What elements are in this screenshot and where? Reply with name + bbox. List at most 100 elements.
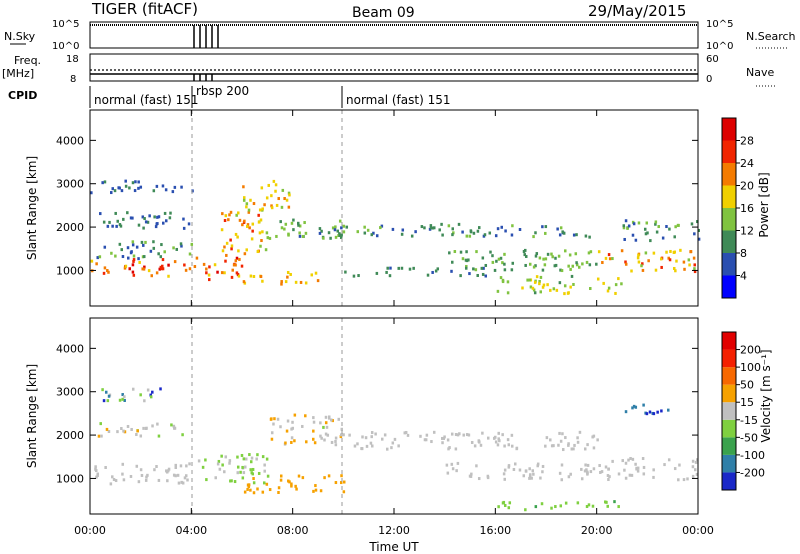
range-gate-cell <box>252 202 256 206</box>
range-gate-cell <box>562 231 566 235</box>
range-gate-cell <box>140 473 144 477</box>
range-gate-cell <box>596 438 599 442</box>
range-gate-cell <box>130 427 133 431</box>
colorbar-tick: -100 <box>740 449 765 462</box>
range-gate-cell <box>649 239 652 243</box>
range-gate-cell <box>585 470 589 474</box>
range-gate-cell <box>334 481 338 485</box>
velocity-colorbar-label: Velocity [m s⁻¹] <box>759 349 773 442</box>
range-gate-cell <box>258 231 262 235</box>
range-gate-cell <box>218 467 222 471</box>
range-gate-cell <box>585 468 588 472</box>
range-gate-cell <box>338 219 342 223</box>
range-gate-cell <box>333 228 337 232</box>
range-gate-cell <box>390 446 393 450</box>
range-gate-cell <box>223 219 227 223</box>
range-gate-cell <box>667 458 671 462</box>
range-gate-cell <box>119 224 123 228</box>
range-gate-cell <box>237 249 240 253</box>
range-gate-cell <box>624 219 628 223</box>
range-gate-cell <box>160 243 163 247</box>
range-gate-cell <box>122 217 125 221</box>
range-gate-cell <box>155 184 159 188</box>
range-gate-cell <box>342 230 346 234</box>
range-gate-cell <box>461 230 464 234</box>
range-gate-cell <box>456 461 460 465</box>
range-gate-cell <box>432 430 436 434</box>
range-gate-cell <box>563 292 566 296</box>
range-gate-cell <box>636 256 640 260</box>
range-gate-cell <box>319 489 323 493</box>
range-gate-cell <box>692 256 696 260</box>
range-gate-cell <box>102 271 106 275</box>
range-gate-cell <box>183 263 186 267</box>
range-gate-cell <box>486 436 490 440</box>
range-gate-cell <box>539 275 543 279</box>
range-gate-cell <box>334 443 338 447</box>
range-gate-cell <box>114 211 117 215</box>
range-gate-cell <box>262 481 266 485</box>
range-gate-cell <box>131 243 135 247</box>
range-gate-cell <box>581 262 584 266</box>
range-gate-cell <box>637 253 640 257</box>
range-gate-cell <box>575 261 578 265</box>
range-gate-cell <box>320 229 323 233</box>
range-gate-cell <box>567 475 571 479</box>
range-gate-cell <box>145 475 148 479</box>
range-gate-cell <box>334 436 338 440</box>
range-gate-cell <box>257 220 261 224</box>
range-gate-cell <box>121 393 124 397</box>
range-gate-cell <box>323 476 326 480</box>
range-gate-cell <box>596 277 600 281</box>
range-gate-cell <box>95 262 98 266</box>
range-gate-cell <box>601 261 604 265</box>
power-panel: 1000 2000 3000 4000 Slant Range [km] <box>25 109 701 307</box>
range-gate-cell <box>284 280 288 284</box>
range-gate-cell <box>234 263 237 267</box>
range-gate-cell <box>623 237 626 241</box>
range-gate-cell <box>450 432 454 436</box>
range-gate-cell <box>240 453 244 457</box>
range-gate-cell <box>474 268 478 272</box>
range-gate-cell <box>652 412 656 416</box>
range-gate-cell <box>322 236 325 240</box>
range-gate-cell <box>597 250 601 254</box>
range-gate-cell <box>585 505 589 509</box>
range-gate-cell <box>191 189 194 193</box>
range-gate-cell <box>264 248 268 252</box>
range-gate-cell <box>431 270 434 274</box>
range-gate-cell <box>660 265 663 269</box>
range-gate-cell <box>550 252 553 256</box>
range-gate-cell <box>542 257 545 261</box>
range-gate-cell <box>524 263 527 267</box>
range-gate-cell <box>472 267 475 271</box>
range-gate-cell <box>115 224 118 228</box>
range-gate-cell <box>480 266 484 270</box>
range-gate-cell <box>533 291 537 295</box>
range-gate-cell <box>248 226 251 230</box>
range-gate-cell <box>374 432 377 436</box>
range-gate-cell <box>507 443 511 447</box>
range-gate-cell <box>622 226 626 230</box>
range-gate-cell <box>572 233 576 237</box>
range-gate-cell <box>263 469 266 473</box>
range-gate-cell <box>560 478 564 482</box>
range-gate-cell <box>297 223 300 227</box>
range-gate-cell <box>600 470 604 474</box>
range-gate-cell <box>299 280 303 284</box>
range-gate-cell <box>678 463 681 467</box>
range-gate-cell <box>157 434 161 438</box>
range-gate-cell <box>132 259 135 263</box>
range-gate-cell <box>287 479 290 483</box>
range-gate-cell <box>256 487 259 491</box>
range-gate-cell <box>506 438 510 442</box>
range-gate-cell <box>234 259 238 263</box>
range-gate-cell <box>634 462 637 466</box>
range-gate-cell <box>481 431 484 435</box>
range-gate-cell <box>631 406 634 410</box>
range-gate-cell <box>142 426 145 430</box>
range-gate-cell <box>261 207 264 211</box>
range-gate-cell <box>534 264 537 268</box>
range-gate-cell <box>567 264 570 268</box>
colorbar-tick: 200 <box>740 344 761 357</box>
